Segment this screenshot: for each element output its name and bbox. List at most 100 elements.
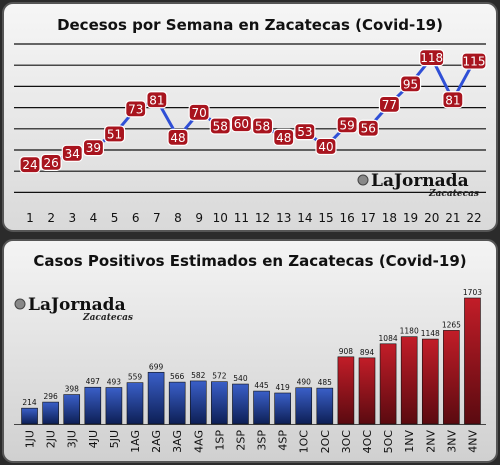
bar [400,336,418,425]
data-label: 51 [107,127,122,141]
bar-value-label: 559 [128,373,143,382]
x-tick-label: 4OC [361,430,374,454]
x-tick-label: 7 [153,211,161,225]
data-point [315,137,337,156]
bar-value-label: 419 [275,383,290,392]
x-tick-label: 2SP [234,430,247,451]
x-tick-label: 9 [195,211,203,225]
data-point [461,52,487,70]
bar-chart-title: Casos Positivos Estimados en Zacatecas (… [33,252,466,270]
bar [421,338,439,425]
x-tick-label: 3NV [445,430,458,453]
data-label: 59 [340,118,355,132]
data-point [146,91,168,109]
data-label: 77 [382,98,397,112]
data-label: 60 [234,117,249,131]
bar [337,356,355,425]
bar [42,401,59,425]
x-tick-label: 4AG [192,430,205,453]
x-tick-label: 3OC [340,430,353,454]
data-point [61,144,83,162]
data-point [273,128,295,146]
data-label: 118 [420,51,443,65]
data-label: 39 [86,141,101,155]
x-tick-label: 5 [111,211,119,225]
logo-top: LaJornada Zacatecas [357,171,479,199]
data-label: 26 [44,156,59,170]
data-label: 56 [361,122,376,136]
bar [464,297,481,425]
bar [274,392,291,425]
bar [84,386,102,425]
x-tick-label: 21 [445,211,460,225]
x-tick-label: 5OC [382,430,395,454]
bar [358,357,376,425]
bar-value-label: 540 [233,374,248,383]
logo-circle-icon [357,174,369,186]
bar [21,407,38,425]
bar [379,343,397,425]
bar-value-label: 894 [360,348,375,357]
data-label: 70 [192,106,207,120]
bar [189,380,207,425]
bar [316,387,334,425]
bar-value-label: 1265 [442,320,461,329]
x-tick-label: 1NV [403,430,416,453]
bar-series: 214 1JU 296 2JU 398 3JU 497 4JU 493 5JU 559 1AG 699 2… [14,288,486,453]
x-tick-label: 4NV [466,430,479,453]
logo-main-text: LaJornada [28,295,126,315]
data-point [399,75,422,93]
x-tick-label: 1OC [298,430,311,454]
bar [168,381,186,425]
bar-value-label: 582 [191,371,206,380]
bar-value-label: 1148 [421,329,440,338]
x-tick-label: 3SP [256,430,269,451]
data-label: 53 [297,125,312,139]
data-label: 48 [276,131,291,145]
bar-value-label: 908 [339,347,354,356]
x-tick-label: 3AG [171,430,184,453]
bar-value-label: 398 [65,385,80,394]
x-tick-label: 4JU [87,430,100,448]
bar [63,394,81,425]
data-label: 58 [255,119,270,133]
x-tick-label: 2AG [150,430,163,453]
x-tick-label: 1JU [24,430,37,448]
logo-sub-text: Zacatecas [82,313,133,323]
bar [147,371,165,425]
bar-value-label: 566 [170,372,185,381]
bar-value-label: 445 [254,381,269,390]
x-tick-label: 20 [424,211,439,225]
x-tick-label: 1SP [213,430,226,451]
x-tick-label: 3JU [66,430,79,448]
x-tick-label: 17 [361,211,376,225]
data-label: 24 [22,158,37,172]
x-tick-label: 11 [234,211,249,225]
logo-main-text: LaJornada [371,171,469,191]
x-tick-label: 1AG [129,430,142,453]
bar-value-label: 493 [107,378,122,387]
x-tick-label: 6 [132,211,140,225]
data-point [378,95,401,113]
x-tick-label: 1 [26,211,34,225]
data-point [209,117,231,135]
bar-value-label: 296 [43,392,58,401]
bar [105,387,123,425]
data-label: 81 [149,93,164,107]
x-tick-label: 5JU [108,430,121,448]
x-tick-label: 2NV [424,430,437,453]
data-point [294,123,316,141]
data-label: 48 [170,131,185,145]
bar-value-label: 1180 [400,327,419,336]
bar-value-label: 214 [22,398,37,407]
logo-circle-icon [14,298,26,310]
data-point [336,116,358,134]
bar [126,382,144,425]
data-point [230,115,253,133]
data-point [82,139,105,157]
x-tick-label: 4SP [277,430,290,451]
bar [443,330,460,425]
data-label: 81 [445,93,460,107]
bar [232,383,249,425]
